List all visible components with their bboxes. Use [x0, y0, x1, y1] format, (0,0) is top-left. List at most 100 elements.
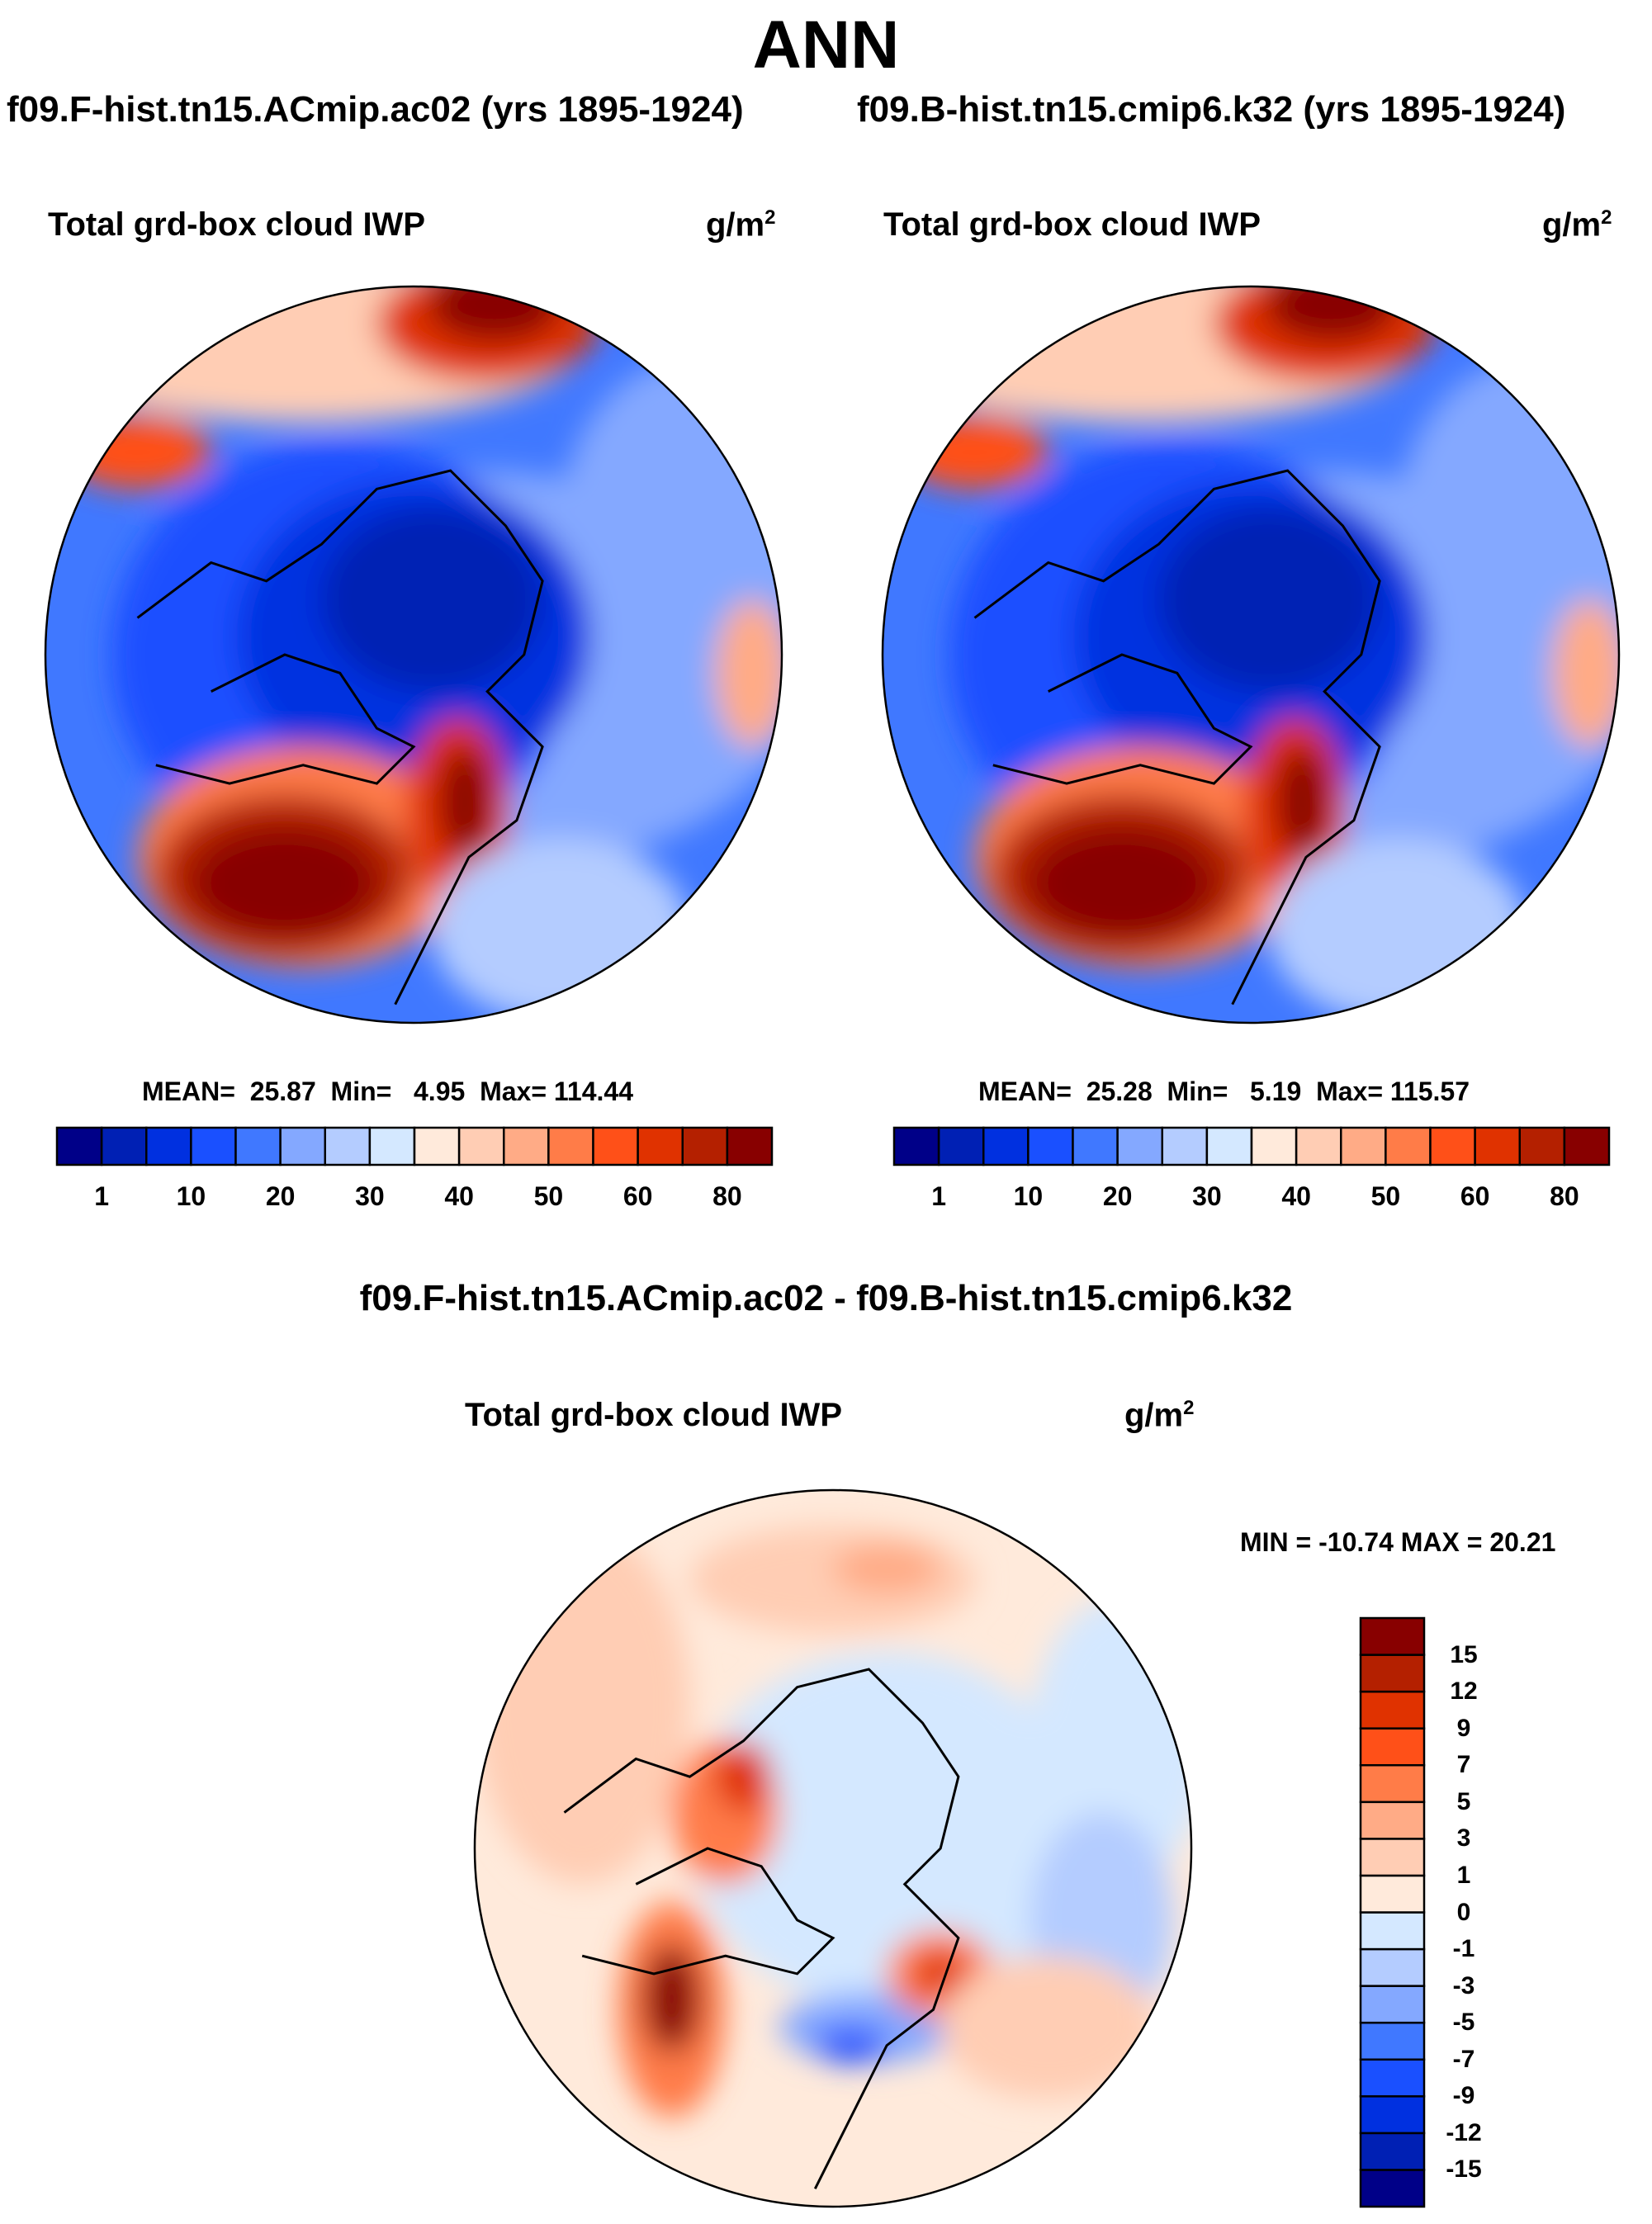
colorbar3-box — [1359, 1838, 1426, 1877]
units-exponent: 2 — [764, 206, 776, 229]
panel1-stats: MEAN= 25.87 Min= 4.95 Max= 114.44 — [142, 1077, 633, 1107]
colorbar1-box — [190, 1126, 237, 1166]
mean-label: MEAN= — [978, 1077, 1072, 1106]
contour-region — [642, 1945, 701, 2053]
units-text: g/m — [1542, 206, 1602, 244]
colorbar2-box — [1429, 1126, 1476, 1166]
colorbar1-tick-label: 80 — [712, 1181, 742, 1211]
colorbar2-tick-label: 1 — [931, 1181, 947, 1211]
map-panel-1 — [45, 286, 782, 1023]
colorbar3-box — [1359, 1690, 1426, 1730]
colorbar3-box — [1359, 1800, 1426, 1840]
colorbar2-tick-label: 20 — [1102, 1181, 1133, 1211]
contour-region — [192, 827, 377, 939]
panel3-units: g/m2 — [1124, 1397, 1194, 1434]
max-value: 114.44 — [553, 1077, 633, 1106]
continent-coastline — [136, 469, 544, 1006]
greenland-coastline — [581, 1847, 835, 1976]
colorbar1-box — [547, 1126, 594, 1166]
contour-region — [439, 746, 491, 858]
colorbar3-tick-label: -3 — [1452, 1971, 1475, 1999]
colorbar1-tick-label: 10 — [176, 1181, 206, 1211]
colorbar2-tick-label: 80 — [1550, 1181, 1579, 1211]
colorbar1-tick-label: 40 — [444, 1181, 474, 1211]
colorbar2-box — [1072, 1126, 1119, 1166]
colorbar3-box — [1359, 1654, 1426, 1693]
colorbar2-tick-label: 30 — [1192, 1181, 1222, 1211]
colorbar2-tick-label: 60 — [1460, 1181, 1490, 1211]
max-label: Max= — [480, 1077, 547, 1106]
contour-region — [1552, 599, 1619, 747]
colorbar2-box — [1474, 1126, 1521, 1166]
contour-region — [1265, 286, 1399, 342]
figure-title: ANN — [752, 7, 900, 83]
colorbar1-box — [413, 1126, 461, 1166]
mean-value: 25.87 — [249, 1077, 316, 1106]
contour-region — [901, 415, 1048, 490]
map-panel-3 — [475, 1490, 1191, 2207]
map-boundary — [473, 1488, 1193, 2208]
min-label: Min= — [330, 1077, 392, 1106]
colorbar3-box — [1359, 2169, 1426, 2208]
panel2-units: g/m2 — [1542, 206, 1612, 244]
colorbar2-box — [1518, 1126, 1566, 1166]
colorbar3-tick-label: 1 — [1456, 1861, 1471, 1889]
panel2-subtitle: f09.B-hist.tn15.cmip6.k32 (yrs 1895-1924… — [857, 89, 1566, 130]
colorbar1-box — [726, 1126, 774, 1166]
colorbar3-box — [1359, 1764, 1426, 1804]
contour-region — [815, 2028, 888, 2064]
contour-region — [1030, 827, 1214, 939]
continent-coastline — [973, 469, 1381, 1006]
colorbar3-tick-label: -15 — [1446, 2155, 1482, 2184]
colorbar2-box — [1340, 1126, 1387, 1166]
colorbar3-tick-label: 0 — [1456, 1898, 1471, 1926]
contour-region — [833, 1544, 941, 1594]
colorbar1-tick-label: 30 — [355, 1181, 385, 1211]
mean-label: MEAN= — [142, 1077, 235, 1106]
colorbar2-box — [1161, 1126, 1209, 1166]
colorbar3-tick-label: -12 — [1446, 2118, 1482, 2146]
min-value: 5.19 — [1250, 1077, 1302, 1106]
colorbar3-tick-label: 12 — [1450, 1677, 1478, 1706]
contour-region — [428, 286, 561, 342]
colorbar3-box — [1359, 2058, 1426, 2098]
colorbar3-tick-label: -5 — [1452, 2009, 1475, 2037]
colorbar2-box — [1295, 1126, 1342, 1166]
panel3-stats: MIN = -10.74 MAX = 20.21 — [1240, 1527, 1556, 1557]
colorbar2-tick-label: 40 — [1281, 1181, 1311, 1211]
colorbar3-box — [1359, 1616, 1426, 1656]
panel3-title: Total grd-box cloud IWP — [465, 1397, 842, 1433]
colorbar1-box — [681, 1126, 729, 1166]
colorbar1-box — [279, 1126, 326, 1166]
colorbar3-box — [1359, 1874, 1426, 1914]
colorbar2-tick-label: 50 — [1370, 1181, 1401, 1211]
colorbar3-tick-label: -1 — [1452, 1935, 1475, 1963]
colorbar2-box — [982, 1126, 1030, 1166]
colorbar3-box — [1359, 1911, 1426, 1951]
colorbar1-tick-label: 50 — [533, 1181, 564, 1211]
colorbar3-box — [1359, 2132, 1426, 2171]
contour-region — [475, 1526, 690, 1885]
map-boundary — [44, 285, 783, 1024]
mean-value: 25.28 — [1086, 1077, 1153, 1106]
colorbar1-box — [457, 1126, 505, 1166]
greenland-coastline — [992, 653, 1253, 785]
contour-region — [1276, 746, 1328, 858]
colorbar3-box — [1359, 2095, 1426, 2135]
panel2-stats: MEAN= 25.28 Min= 5.19 Max= 115.57 — [978, 1077, 1470, 1107]
panel1-units: g/m2 — [706, 206, 775, 244]
colorbar2-box — [1205, 1126, 1253, 1166]
colorbar3-tick-label: 15 — [1450, 1640, 1478, 1668]
colorbar3-tick-label: -7 — [1452, 2045, 1475, 2073]
units-text: g/m — [706, 206, 765, 244]
colorbar3-box — [1359, 1727, 1426, 1767]
colorbar1-box — [55, 1126, 103, 1166]
colorbar2-box — [892, 1126, 940, 1166]
contour-region — [715, 599, 782, 747]
contour-fill — [45, 286, 782, 1023]
colorbar3-tick-label: 9 — [1456, 1714, 1471, 1742]
greenland-coastline — [155, 653, 416, 785]
contour-fill — [883, 286, 1619, 1023]
colorbar2-box — [1116, 1126, 1163, 1166]
